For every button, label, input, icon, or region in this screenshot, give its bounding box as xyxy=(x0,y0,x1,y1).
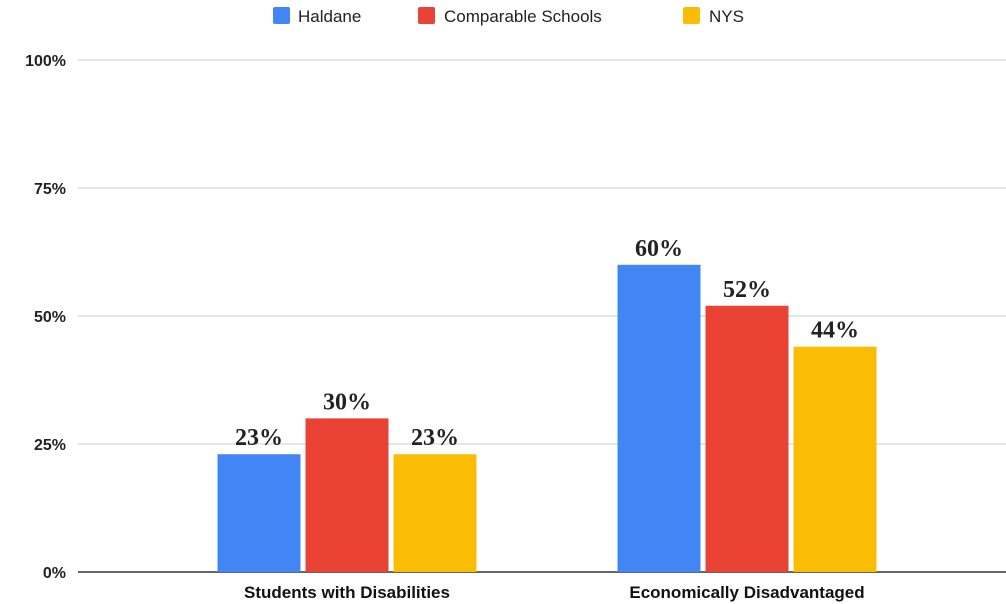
data-labels: 23% 30% 23% 60% 52% 44% xyxy=(235,236,859,451)
bars xyxy=(217,264,877,572)
x-category-label: Students with Disabilities xyxy=(244,583,450,602)
legend-label: Haldane xyxy=(298,7,361,26)
bar-haldane-1 xyxy=(217,454,301,572)
legend-swatch-comparable-schools xyxy=(418,7,435,24)
bar-comparable-schools-2 xyxy=(705,305,789,572)
y-axis: 0% 25% 50% 75% 100% xyxy=(25,53,66,582)
data-label: 30% xyxy=(323,389,371,415)
y-tick-label: 50% xyxy=(34,309,66,326)
data-label: 60% xyxy=(635,236,683,262)
data-label: 23% xyxy=(411,425,459,451)
legend: Haldane Comparable Schools NYS xyxy=(273,7,744,26)
x-category-label: Economically Disadvantaged xyxy=(629,583,864,602)
x-axis: Students with Disabilities Economically D… xyxy=(244,583,865,602)
y-tick-label: 100% xyxy=(25,53,66,70)
legend-swatch-haldane xyxy=(273,7,290,24)
bar-nys-1 xyxy=(393,454,477,572)
legend-label: NYS xyxy=(709,7,744,26)
data-label: 44% xyxy=(811,318,859,344)
y-tick-label: 0% xyxy=(43,565,66,582)
data-label: 23% xyxy=(235,425,283,451)
y-tick-label: 75% xyxy=(34,181,66,198)
bar-nys-2 xyxy=(793,346,877,572)
data-label: 52% xyxy=(723,277,771,303)
y-tick-label: 25% xyxy=(34,437,66,454)
bar-haldane-2 xyxy=(617,264,701,572)
legend-label: Comparable Schools xyxy=(444,7,602,26)
legend-swatch-nys xyxy=(683,7,700,24)
bar-comparable-schools-1 xyxy=(305,418,389,572)
